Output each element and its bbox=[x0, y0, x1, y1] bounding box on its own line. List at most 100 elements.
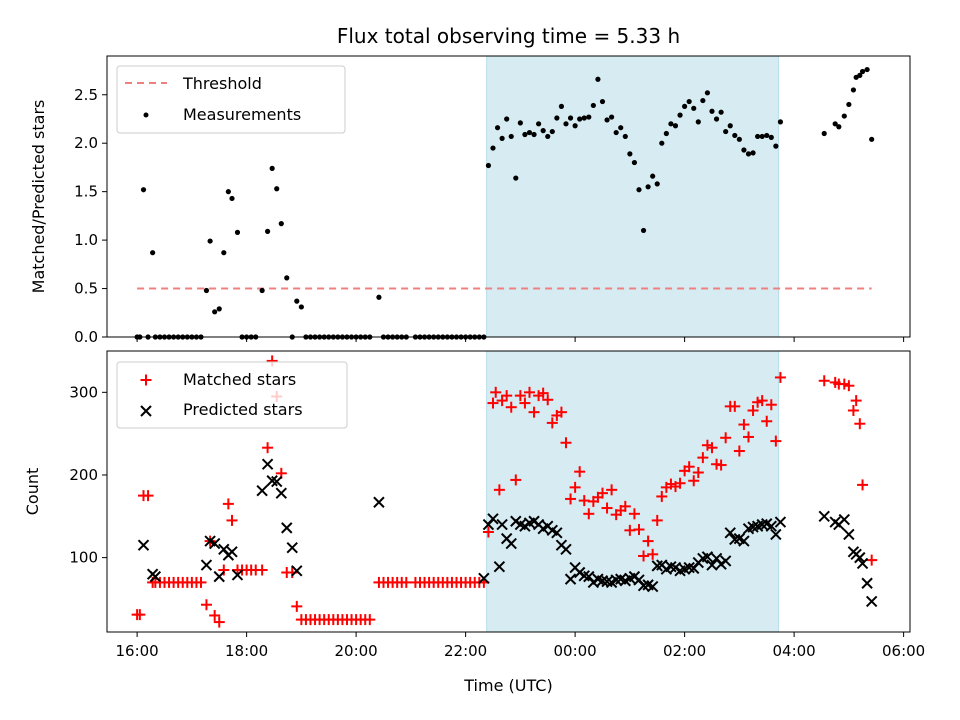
measurement-point bbox=[650, 173, 656, 179]
top-y-tick-label: 2.0 bbox=[74, 134, 98, 152]
bottom-axes-frame bbox=[106, 350, 911, 633]
predicted-star-point bbox=[633, 574, 645, 586]
measurement-point bbox=[709, 108, 715, 114]
legend-predicted-swatch bbox=[140, 405, 152, 417]
measurement-point bbox=[234, 229, 241, 235]
bottom-y-tick-label: 200 bbox=[69, 466, 98, 484]
measurement-point bbox=[216, 306, 222, 312]
x-tick-label: 22:00 bbox=[444, 642, 487, 660]
measurement-point bbox=[212, 309, 218, 315]
predicted-stars-series bbox=[137, 458, 878, 608]
x-tick-label: 20:00 bbox=[334, 642, 377, 660]
measurement-point bbox=[668, 121, 674, 127]
measurement-point bbox=[545, 133, 551, 140]
predicted-star-point bbox=[281, 522, 293, 534]
measurement-point bbox=[841, 113, 847, 119]
predicted-star-point bbox=[286, 541, 298, 554]
measurement-point bbox=[140, 187, 147, 193]
measurement-point bbox=[604, 117, 610, 123]
measurement-point bbox=[499, 135, 505, 141]
measurement-point bbox=[640, 227, 647, 234]
bottom-legend: Matched stars Predicted stars bbox=[116, 361, 348, 429]
measurement-point bbox=[586, 114, 592, 120]
measurement-point bbox=[727, 123, 733, 129]
top-y-ticks: 0.0 0.5 1.0 1.5 2.0 2.5 bbox=[74, 86, 107, 346]
top-y-tick-label: 0.5 bbox=[74, 280, 98, 298]
measurement-point bbox=[618, 125, 624, 131]
predicted-star-point bbox=[738, 535, 750, 547]
predicted-star-point bbox=[615, 573, 627, 585]
x-tick-label: 02:00 bbox=[663, 642, 706, 660]
measurement-point bbox=[777, 119, 784, 125]
predicted-star-point bbox=[204, 535, 216, 547]
measurement-point bbox=[864, 66, 870, 73]
x-tick-label: 06:00 bbox=[882, 642, 925, 660]
top-x-ticks bbox=[136, 337, 905, 342]
measurement-point bbox=[278, 221, 284, 227]
measurement-point bbox=[526, 129, 533, 136]
measurement-point bbox=[659, 140, 665, 146]
predicted-star-point bbox=[774, 516, 787, 528]
measurement-point bbox=[494, 125, 501, 131]
measurement-point bbox=[609, 114, 615, 120]
measurement-point bbox=[549, 128, 555, 135]
measurement-point bbox=[718, 109, 724, 115]
measurement-point bbox=[490, 145, 496, 151]
predicted-star-point bbox=[231, 569, 244, 581]
legend-measurements-swatch bbox=[143, 112, 149, 118]
predicted-star-point bbox=[854, 551, 866, 564]
measurement-point bbox=[274, 186, 280, 192]
measurement-point bbox=[704, 90, 711, 96]
measurement-point bbox=[259, 287, 265, 294]
predicted-star-point bbox=[546, 524, 559, 537]
predicted-star-point bbox=[266, 475, 278, 487]
measurement-point bbox=[572, 123, 578, 129]
measurement-point bbox=[850, 87, 857, 93]
predicted-star-point bbox=[856, 557, 869, 570]
measurement-point bbox=[745, 151, 752, 157]
predicted-star-point bbox=[213, 570, 225, 583]
top-y-tick-label: 2.5 bbox=[74, 86, 98, 104]
top-y-axis-label: Matched/Predicted stars bbox=[29, 100, 48, 294]
predicted-star-point bbox=[710, 552, 723, 565]
predicted-star-point bbox=[275, 487, 287, 499]
measurement-point bbox=[221, 250, 227, 256]
measurement-point bbox=[540, 128, 546, 134]
predicted-star-point bbox=[218, 543, 230, 556]
measurement-point bbox=[869, 136, 875, 142]
predicted-star-point bbox=[478, 572, 490, 584]
x-tick-label: 18:00 bbox=[225, 642, 268, 660]
measurement-point bbox=[750, 150, 756, 156]
measurement-point bbox=[723, 128, 729, 135]
predicted-star-point bbox=[843, 528, 855, 541]
measurement-point bbox=[857, 72, 863, 78]
predicted-star-point bbox=[496, 518, 508, 531]
measurement-point bbox=[677, 112, 683, 118]
predicted-star-point bbox=[642, 579, 654, 591]
measurement-point bbox=[504, 116, 510, 122]
measurement-point bbox=[269, 165, 275, 171]
top-y-tick-label: 1.5 bbox=[74, 183, 98, 201]
measurement-point bbox=[636, 187, 642, 193]
measurement-point bbox=[622, 133, 628, 140]
measurement-point bbox=[595, 76, 601, 82]
predicted-star-point bbox=[578, 570, 590, 582]
legend-matched-swatch bbox=[140, 374, 152, 386]
x-tick-label: 04:00 bbox=[772, 642, 815, 660]
measurement-point bbox=[736, 136, 742, 142]
top-highlight-span bbox=[486, 55, 780, 338]
measurement-point bbox=[531, 131, 537, 138]
legend-label-threshold: Threshold bbox=[182, 74, 262, 93]
measurement-point bbox=[686, 98, 692, 105]
measurement-point bbox=[599, 98, 606, 105]
bottom-y-tick-label: 300 bbox=[69, 383, 98, 401]
measurement-point bbox=[577, 116, 583, 122]
legend-label-measurements: Measurements bbox=[183, 105, 301, 124]
predicted-star-point bbox=[256, 484, 268, 497]
legend-x-marker bbox=[140, 405, 152, 417]
measurement-point bbox=[672, 123, 679, 129]
measurement-point bbox=[207, 238, 213, 244]
bottom-y-ticks: 100 200 300 bbox=[69, 383, 107, 567]
predicted-star-point bbox=[505, 537, 517, 550]
